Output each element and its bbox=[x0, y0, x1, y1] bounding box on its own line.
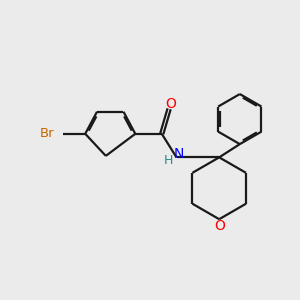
Text: N: N bbox=[173, 147, 184, 161]
Text: H: H bbox=[164, 154, 173, 167]
Text: O: O bbox=[165, 98, 176, 111]
Text: Br: Br bbox=[40, 127, 54, 140]
Text: O: O bbox=[214, 219, 225, 233]
